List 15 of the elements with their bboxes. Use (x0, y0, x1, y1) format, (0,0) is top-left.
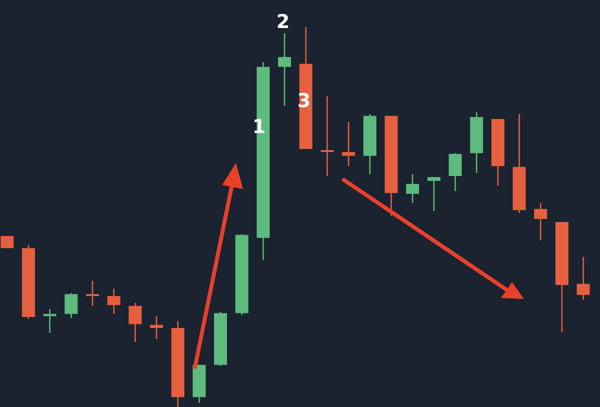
candlestick (0, 235, 14, 249)
annotation: 2 (276, 11, 290, 33)
candlestick (427, 176, 440, 212)
candlestick (150, 316, 163, 340)
candlestick (534, 202, 548, 241)
candlestick (576, 256, 590, 300)
candlestick (107, 288, 120, 315)
candlestick (64, 292, 78, 319)
candlestick (128, 302, 142, 343)
candlestick (448, 152, 462, 192)
candlestick (86, 280, 99, 307)
candlestick (406, 173, 420, 204)
candlestick (320, 96, 334, 177)
candlestick (342, 121, 356, 167)
candlestick (278, 32, 292, 107)
